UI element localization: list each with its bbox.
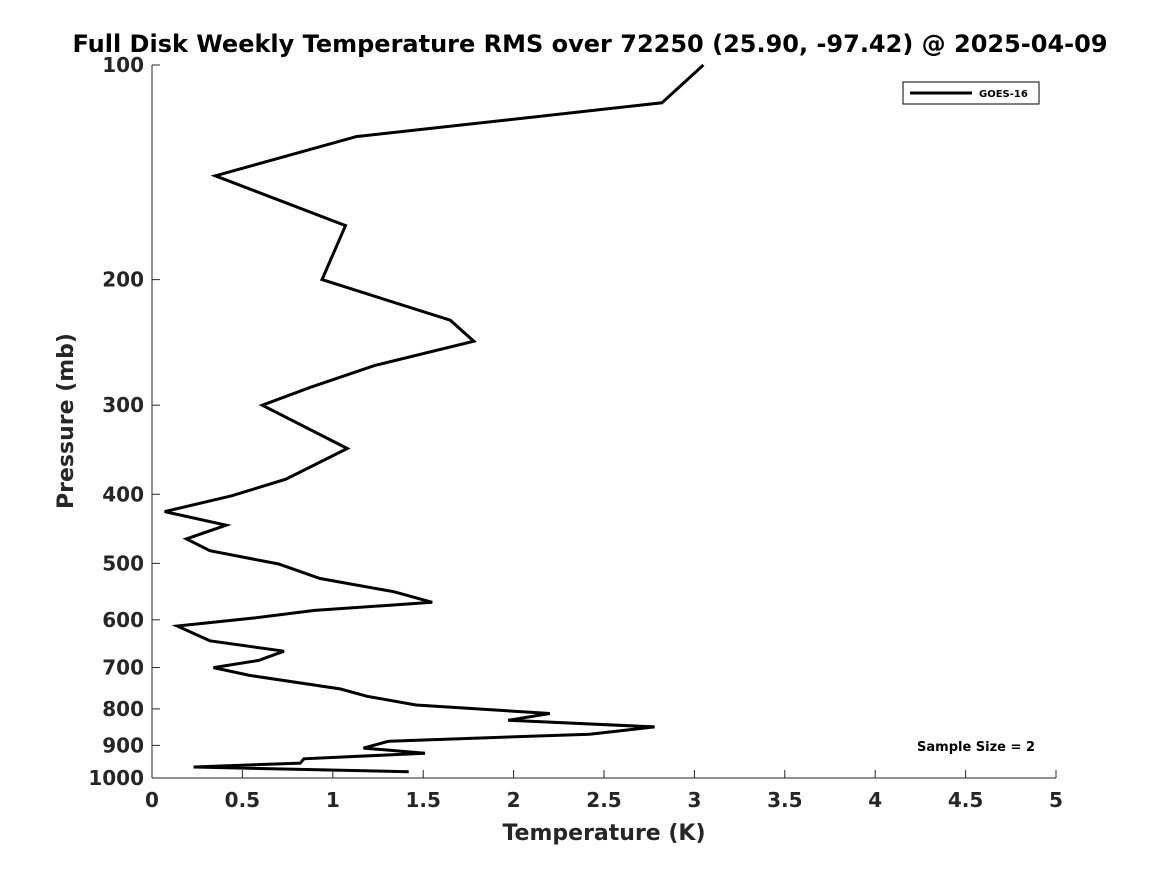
y-tick-label: 800 bbox=[102, 697, 144, 721]
x-tick-label: 4 bbox=[868, 788, 882, 812]
legend: GOES-16 bbox=[902, 81, 1040, 105]
x-tick-label: 0.5 bbox=[225, 788, 260, 812]
x-tick-label: 4.5 bbox=[948, 788, 983, 812]
legend-label-goes-16: GOES-16 bbox=[979, 89, 1028, 100]
y-axis-ticks: 100 200 300 400 500 600 700 800 900 1000 bbox=[88, 53, 160, 790]
y-tick-label: 300 bbox=[102, 393, 144, 417]
y-tick-label: 700 bbox=[102, 656, 144, 680]
series-layer bbox=[164, 63, 705, 774]
y-tick-label: 900 bbox=[102, 733, 144, 757]
chart-title: Full Disk Weekly Temperature RMS over 72… bbox=[72, 30, 1107, 58]
y-tick-label: 1000 bbox=[88, 766, 144, 790]
x-tick-label: 3 bbox=[687, 788, 701, 812]
x-tick-label: 0 bbox=[145, 788, 159, 812]
y-tick-label: 500 bbox=[102, 551, 144, 575]
y-axis-label: Pressure (mb) bbox=[54, 333, 79, 509]
x-tick-label: 1 bbox=[326, 788, 340, 812]
series-line-goes-16 bbox=[164, 63, 705, 774]
x-axis-ticks: 0 0.5 1 1.5 2 2.5 3 3.5 4 4.5 5 bbox=[145, 770, 1063, 812]
x-tick-label: 1.5 bbox=[405, 788, 440, 812]
x-tick-label: 5 bbox=[1049, 788, 1063, 812]
x-tick-label: 2 bbox=[507, 788, 521, 812]
x-axis-label: Temperature (K) bbox=[502, 821, 705, 846]
y-tick-label: 200 bbox=[102, 268, 144, 292]
y-tick-label: 600 bbox=[102, 608, 144, 632]
x-tick-label: 3.5 bbox=[767, 788, 802, 812]
sample-size-annotation: Sample Size = 2 bbox=[917, 740, 1035, 755]
y-tick-label: 400 bbox=[102, 482, 144, 506]
y-tick-label: 100 bbox=[102, 53, 144, 77]
x-tick-label: 2.5 bbox=[586, 788, 621, 812]
